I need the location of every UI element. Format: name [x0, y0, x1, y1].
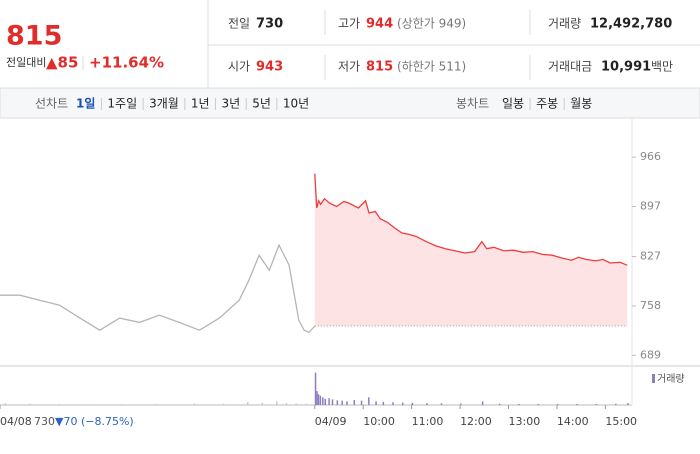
stat-label: 저가 [338, 60, 360, 74]
volume-bar [322, 397, 324, 405]
volume-bar [154, 403, 157, 405]
volume-bar [411, 402, 414, 405]
volume-bar [481, 401, 484, 405]
period-tab[interactable]: 1년 [191, 97, 210, 111]
tab-bar [0, 87, 700, 119]
x-tick-label: 12:00 [460, 415, 492, 428]
change: ▲85 [46, 54, 78, 72]
volume-bar [341, 400, 343, 405]
x-tick-label: 10:00 [363, 415, 395, 428]
volume-bar [615, 403, 617, 405]
volume-bar [317, 394, 320, 405]
stat-value: 12,492,780 [590, 17, 672, 32]
stat-note: (하한가 511) [397, 60, 466, 74]
volume-bar [222, 403, 225, 405]
volume-bar [328, 398, 330, 405]
volume-bar [368, 397, 370, 405]
tab-group-label: 봉차트 [456, 97, 489, 111]
volume-bar [58, 404, 60, 405]
volume-bar [324, 398, 326, 405]
y-tick-label: 689 [640, 348, 661, 361]
y-tick-label: 897 [640, 200, 661, 213]
volume-bar [360, 400, 363, 405]
price-line [314, 173, 628, 266]
volume-bar [246, 402, 249, 405]
volume-bar [305, 403, 307, 405]
volume-bar [401, 402, 404, 405]
volume-bar [314, 372, 317, 405]
stat-label: 거래량 [548, 17, 581, 31]
volume-bar [627, 403, 629, 405]
volume-bar [276, 401, 278, 405]
candle-tab[interactable]: 주봉 [536, 97, 558, 111]
period-tab[interactable]: 10년 [283, 97, 309, 111]
volume-bar [316, 391, 318, 405]
volume-bar [576, 403, 578, 405]
stat-value: 730 [256, 17, 283, 32]
stat-unit: 백만 [651, 60, 673, 74]
x-tick-label: 14:00 [557, 415, 589, 428]
legend-label: 거래량 [657, 373, 685, 385]
volume-bar [498, 403, 501, 405]
volume-bar [375, 401, 377, 405]
current-price: 815 [6, 21, 62, 52]
period-tab[interactable]: 3개월 [149, 97, 179, 111]
x-tick-label: 15:00 [605, 415, 637, 428]
candle-tab[interactable]: 월봉 [570, 97, 592, 111]
y-tick-label: 966 [640, 150, 661, 163]
stat-value: 10,991 [601, 60, 651, 75]
volume-bar [392, 402, 394, 405]
y-tick-label: 827 [640, 250, 661, 263]
volume-bar [426, 403, 428, 405]
volume-bar [319, 395, 322, 405]
area-fill [314, 173, 628, 326]
period-tab[interactable]: 1주일 [107, 97, 137, 111]
x-tick-label: 04/08 [0, 415, 32, 428]
volume-bar [29, 403, 31, 405]
stat-label: 전일 [228, 17, 250, 31]
tab-group-label: 선차트 [35, 97, 68, 111]
stat-value: 944 [366, 17, 393, 32]
stat-note: (상한가 949) [397, 17, 466, 31]
stat-label: 시가 [228, 60, 250, 74]
stat-label: 고가 [338, 17, 360, 31]
legend-swatch [652, 374, 655, 383]
stat-label: 거래대금 [548, 60, 592, 74]
volume-bar [518, 403, 520, 405]
volume-bar [353, 400, 356, 405]
y-tick-label: 758 [640, 299, 661, 312]
period-tab[interactable]: 5년 [252, 97, 271, 111]
volume-bar [121, 404, 123, 405]
price-line [0, 243, 316, 334]
volume-bar [556, 404, 559, 405]
volume-bar [261, 402, 264, 405]
volume-bar [193, 403, 196, 405]
volume-bar [336, 400, 339, 405]
change-rate: +11.64% [89, 54, 164, 72]
volume-bar [295, 403, 297, 405]
x-tick-label: 04/09 [315, 415, 347, 428]
volume-bar [382, 401, 385, 405]
volume-bar [537, 404, 540, 405]
volume-bar [440, 403, 443, 405]
candle-tab[interactable]: 일봉 [502, 97, 524, 111]
volume-bar [4, 403, 7, 405]
x-tick-label: 13:00 [509, 415, 541, 428]
x-tick-label: 11:00 [412, 415, 444, 428]
change-label: 전일대비 [6, 55, 46, 69]
volume-bar [285, 403, 288, 405]
period-tab[interactable]: 3년 [222, 97, 241, 111]
stat-value: 815 [366, 60, 393, 75]
period-tab[interactable]: 1일 [76, 97, 95, 111]
volume-bar [87, 404, 89, 405]
volume-bar [346, 401, 348, 405]
prev-close: 730 [34, 415, 55, 428]
volume-bar [460, 403, 462, 405]
volume-bar [331, 399, 334, 405]
stat-value: 943 [256, 60, 283, 75]
volume-bar [595, 404, 598, 405]
prev-change: ▼70 (−8.75%) [55, 415, 134, 428]
